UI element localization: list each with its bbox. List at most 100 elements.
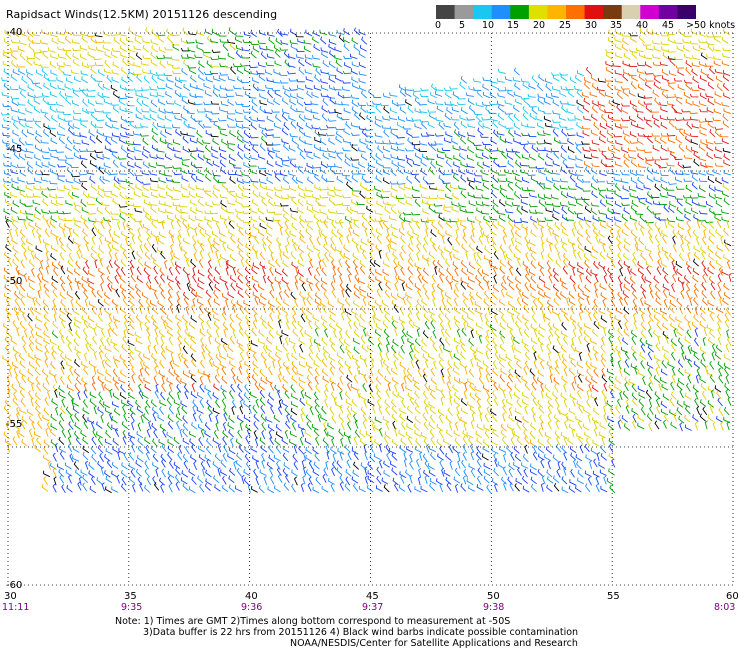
- wind-barb: [660, 32, 669, 37]
- wind-barb: [3, 38, 11, 46]
- wind-barb: [493, 158, 500, 167]
- wind-barb: [217, 118, 227, 122]
- wind-barb: [110, 84, 118, 92]
- wind-barb: [246, 251, 252, 261]
- wind-barb: [497, 210, 506, 215]
- wind-barb: [42, 382, 49, 392]
- wind-barb: [488, 110, 497, 114]
- wind-barb: [577, 292, 585, 301]
- wind-barb: [639, 226, 645, 236]
- wind-barb: [453, 361, 460, 370]
- wind-barb: [11, 383, 18, 392]
- wind-barb: [158, 207, 166, 214]
- wind-barb: [307, 176, 314, 185]
- legend-swatch: [677, 5, 696, 19]
- wind-barb: [663, 298, 668, 308]
- wind-barb: [303, 148, 313, 153]
- wind-barb: [115, 304, 119, 314]
- wind-barb: [632, 419, 637, 429]
- wind-barb: [694, 397, 699, 407]
- wind-barb: [468, 276, 476, 283]
- wind-barb: [163, 72, 172, 76]
- wind-barb: [325, 178, 335, 183]
- wind-barb: [475, 153, 484, 160]
- wind-barb: [82, 451, 89, 461]
- wind-barb: [314, 136, 322, 144]
- wind-barb: [612, 170, 621, 176]
- wind-barb: [88, 322, 95, 330]
- wind-barb: [368, 301, 376, 308]
- wind-barb: [207, 268, 213, 277]
- wind-barb: [544, 384, 551, 393]
- wind-barb: [467, 177, 475, 183]
- wind-barb: [192, 242, 197, 252]
- wind-barb: [583, 336, 590, 345]
- wind-barb: [687, 358, 693, 368]
- wind-barb: [306, 162, 314, 169]
- wind-barb: [627, 265, 631, 275]
- wind-barb: [282, 251, 289, 260]
- wind-barb: [721, 209, 729, 215]
- wind-barb: [304, 330, 311, 338]
- wind-barb: [387, 202, 396, 206]
- wind-barb: [11, 60, 18, 68]
- wind-barb: [660, 41, 669, 46]
- wind-barb: [646, 361, 654, 369]
- wind-barb: [122, 297, 128, 306]
- wind-barb: [399, 413, 406, 422]
- wind-barb: [714, 126, 724, 130]
- wind-barb: [414, 174, 421, 183]
- wind-barb: [563, 383, 567, 393]
- wind-barb: [320, 315, 328, 323]
- wind-barb: [253, 430, 258, 440]
- wind-barb: [72, 446, 80, 453]
- wind-barb: [290, 407, 298, 416]
- wind-barb: [681, 170, 690, 176]
- wind-barb: [531, 144, 538, 153]
- wind-barb: [60, 352, 66, 361]
- wind-barb: [239, 421, 243, 431]
- wind-barb: [306, 153, 314, 160]
- wind-barb: [654, 160, 662, 167]
- legend-swatch: [491, 5, 511, 19]
- wind-barb: [636, 68, 645, 74]
- wind-barb: [365, 138, 374, 144]
- legend-swatch: [658, 5, 678, 19]
- wind-barb: [567, 437, 574, 445]
- wind-barb: [14, 290, 20, 300]
- wind-barb: [374, 439, 381, 447]
- wind-barb: [8, 228, 13, 238]
- wind-barb: [213, 320, 220, 329]
- wind-barb: [113, 176, 120, 185]
- wind-barb: [96, 206, 103, 215]
- wind-barb: [19, 320, 26, 330]
- wind-barb: [181, 175, 189, 182]
- wind-barb: [112, 91, 120, 99]
- wind-barb: [380, 358, 384, 368]
- wind-barb: [110, 284, 118, 292]
- wind-barb: [552, 213, 559, 221]
- wind-barb: [3, 170, 12, 177]
- wind-barb: [408, 350, 413, 360]
- wind-barb: [394, 427, 398, 437]
- wind-barb: [93, 365, 97, 376]
- wind-barb: [64, 92, 73, 98]
- wind-barb: [142, 55, 151, 59]
- wind-barb: [622, 60, 630, 67]
- wind-barb: [283, 50, 290, 59]
- wind-barb: [653, 81, 660, 90]
- wind-barb: [722, 53, 730, 59]
- wind-barb: [598, 230, 605, 238]
- wind-barb: [80, 160, 87, 169]
- wind-barb: [445, 131, 453, 138]
- wind-barb: [86, 88, 96, 92]
- wind-barb: [81, 306, 88, 315]
- wind-barb: [104, 192, 112, 198]
- wind-barb: [572, 282, 577, 292]
- wind-barb: [475, 330, 483, 338]
- wind-barb: [340, 311, 345, 321]
- wind-barb: [298, 66, 305, 75]
- wind-barb: [439, 337, 445, 346]
- wind-barb: [515, 283, 521, 292]
- wind-barb: [98, 69, 105, 77]
